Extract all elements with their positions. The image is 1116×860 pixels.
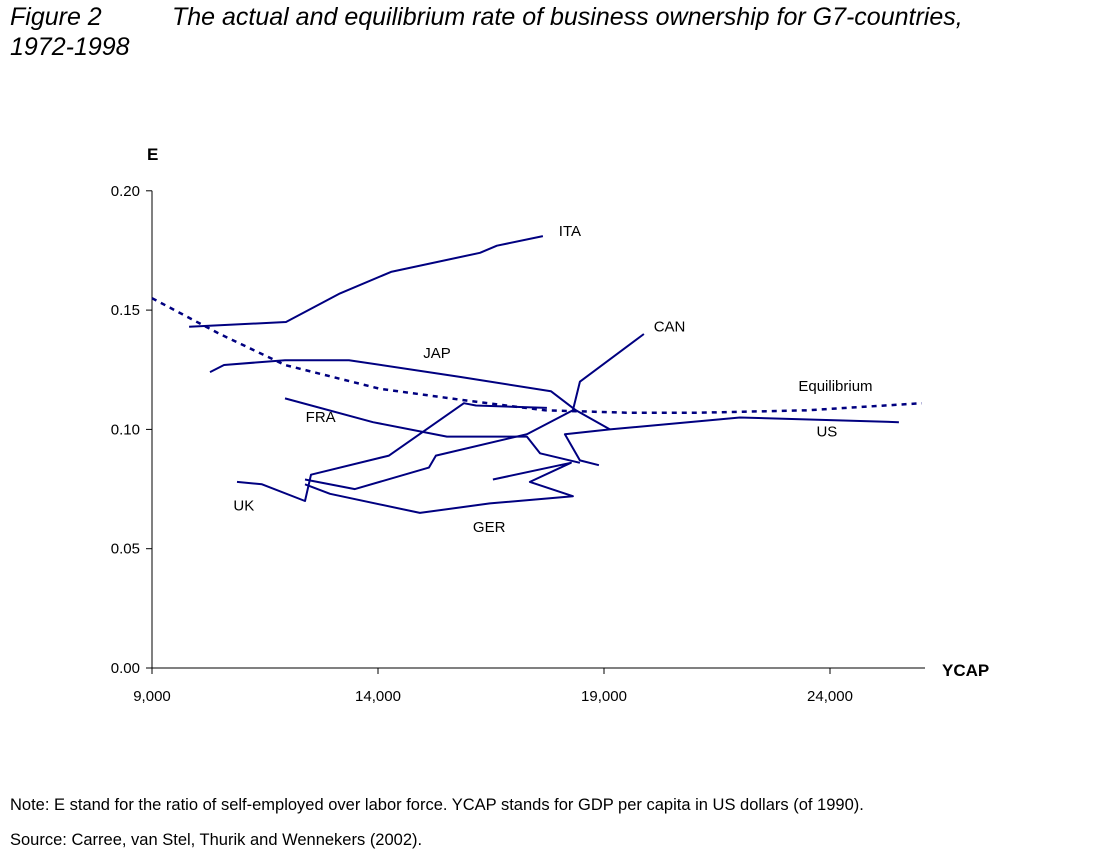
series-label-jap: JAP: [423, 345, 451, 362]
series-label-fra: FRA: [306, 409, 336, 426]
series-line-us: [563, 416, 899, 467]
y-tick-label: 0.00: [111, 660, 140, 677]
series-label-uk: UK: [233, 498, 254, 515]
series-group: [151, 235, 922, 514]
x-tick-label: 24,000: [807, 688, 853, 705]
source-text: Source: Carree, van Stel, Thurik and Wen…: [10, 831, 423, 849]
figure-title: Figure 2 The actual and equilibrium rate …: [10, 2, 1106, 62]
y-tick-label: 0.15: [111, 302, 140, 319]
series-label-can: CAN: [654, 319, 686, 336]
figure-title-line2: 1972-1998: [10, 33, 130, 61]
series-label-us: US: [816, 424, 837, 441]
series-line-ita: [189, 235, 544, 328]
figure-title-line1: The actual and equilibrium rate of busin…: [172, 3, 963, 31]
series-line-can: [304, 333, 645, 491]
series-label-equilibrium: Equilibrium: [798, 378, 872, 395]
y-tick-label: 0.10: [111, 421, 140, 438]
y-tick-label: 0.20: [111, 183, 140, 200]
note-text: Note: E stand for the ratio of self-empl…: [10, 796, 864, 814]
series-line-ger: [304, 461, 574, 514]
y-axis-title: E: [147, 145, 158, 164]
series-line-uk: [236, 402, 547, 502]
y-tick-label: 0.05: [111, 541, 140, 558]
axes: 0.00 0.05 0.10 0.15 0.20 9,000 14,000 19,000 24,…: [111, 145, 989, 705]
series-labels: ITA JAP CAN US FRA GER UK Equilibrium: [233, 223, 872, 536]
figure-label: Figure 2: [10, 3, 102, 31]
x-axis-title: YCAP: [942, 661, 989, 680]
chart: 0.00 0.05 0.10 0.15 0.20 9,000 14,000 19,000 24,…: [111, 145, 989, 705]
x-tick-label: 19,000: [581, 688, 627, 705]
series-label-ita: ITA: [559, 223, 581, 240]
x-tick-label: 14,000: [355, 688, 401, 705]
x-tick-label: 9,000: [133, 688, 171, 705]
series-label-ger: GER: [473, 519, 506, 536]
series-line-equilibrium: [151, 297, 922, 414]
series-line-fra: [284, 397, 581, 464]
series-line-jap: [209, 359, 611, 431]
